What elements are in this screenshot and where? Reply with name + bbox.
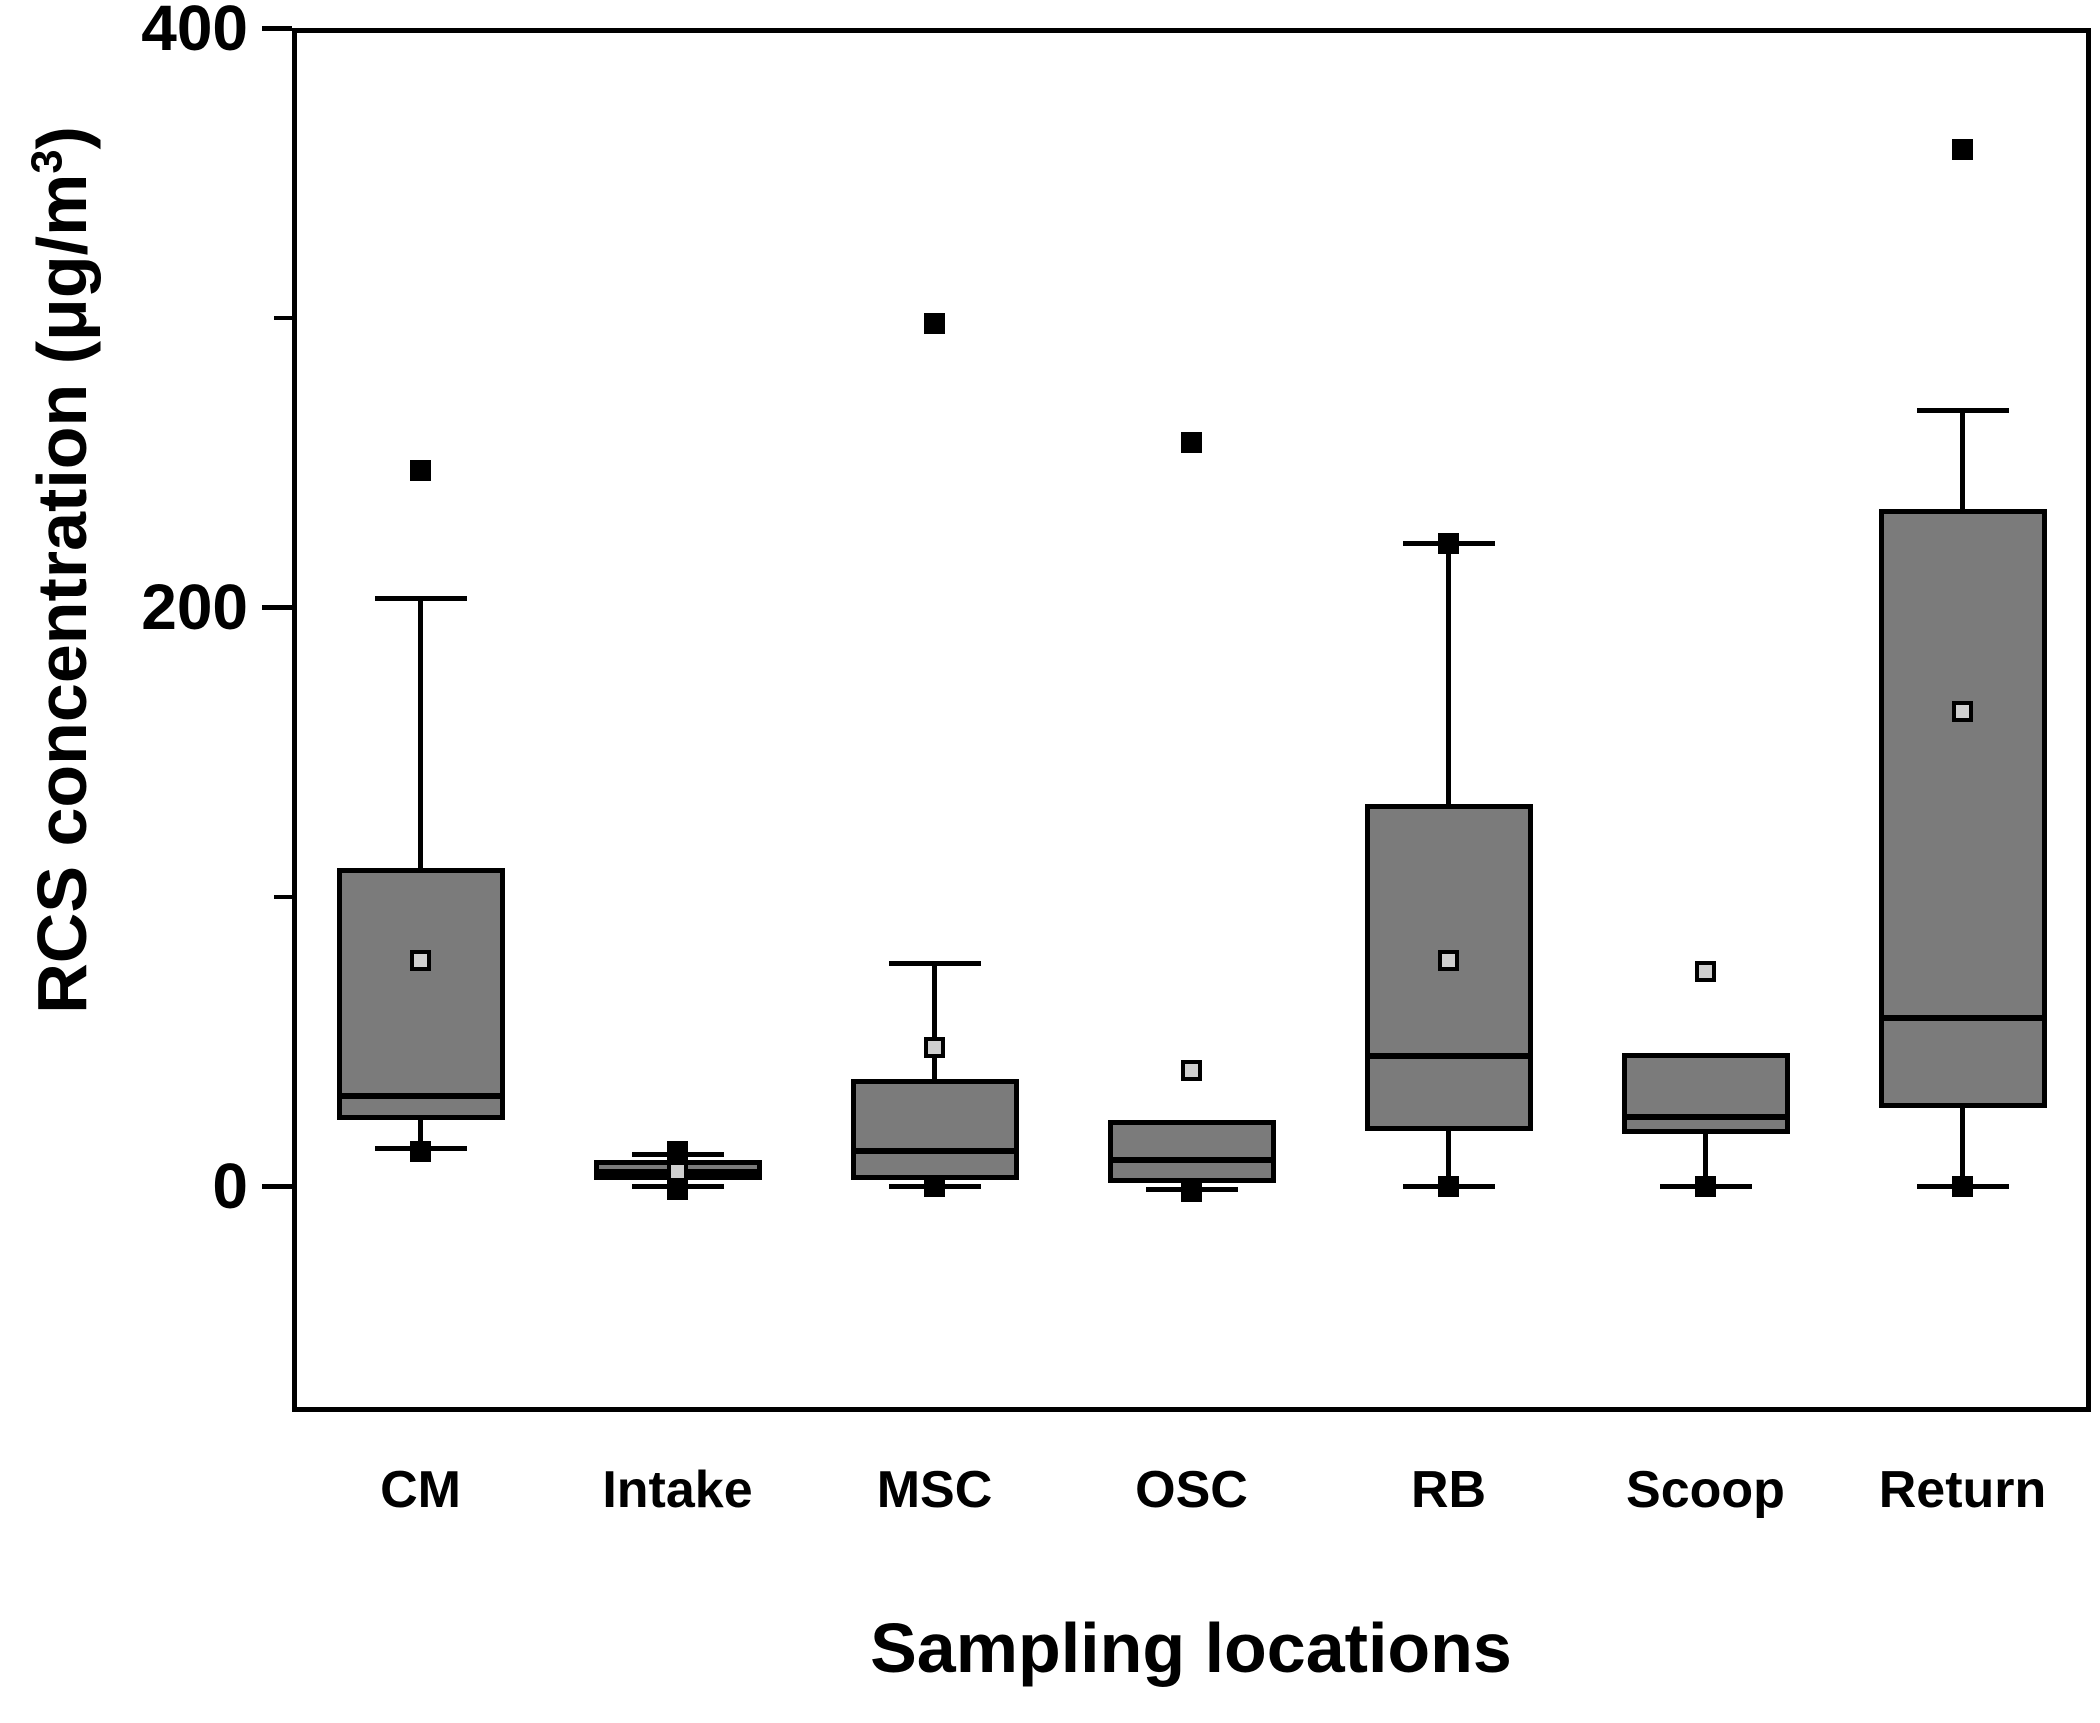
box-body-RB [1364, 803, 1533, 1132]
y-axis-major-tick-0 [262, 1183, 292, 1189]
mean-marker-Return [1952, 700, 1973, 722]
whisker-high-line-Return [1960, 410, 1965, 509]
mean-marker-MSC [924, 1036, 945, 1058]
box-body-CM [336, 867, 505, 1120]
whisker-low-line-RB [1446, 1131, 1451, 1187]
mean-marker-Scoop [1695, 961, 1716, 983]
plot-area [292, 28, 2091, 1412]
median-line-RB [1368, 1052, 1529, 1059]
y-axis-tick-label-400: 400 [141, 0, 248, 64]
whisker-high-line-CM [418, 598, 423, 868]
box-body-MSC [850, 1079, 1019, 1181]
whisker-low-line-Scoop [1703, 1134, 1708, 1187]
y-axis-tick-label-200: 200 [141, 571, 248, 644]
y-axis-tick-label-0: 0 [212, 1150, 248, 1223]
whisker-low-line-Return [1960, 1107, 1965, 1187]
mean-marker-OSC [1181, 1059, 1202, 1081]
x-axis-title: Sampling locations [870, 1609, 1512, 1687]
point-marker-CM-1 [410, 1140, 431, 1162]
whisker-high-line-MSC [932, 963, 937, 1080]
box-body-Scoop [1621, 1052, 1790, 1135]
whisker-high-line-RB [1446, 543, 1451, 804]
x-category-label-Intake: Intake [602, 1461, 753, 1519]
mean-marker-Intake [667, 1161, 688, 1183]
whisker-high-cap-Return [1916, 407, 2009, 413]
x-category-label-RB: RB [1410, 1461, 1487, 1519]
point-marker-Return-1 [1952, 1175, 1973, 1197]
point-marker-CM-0 [410, 460, 431, 482]
whisker-high-cap-MSC [888, 960, 981, 966]
box-body-OSC [1107, 1119, 1276, 1184]
y-axis-minor-tick-100 [274, 894, 292, 899]
x-category-label-Scoop: Scoop [1626, 1461, 1785, 1519]
whisker-low-line-CM [418, 1119, 423, 1149]
median-line-MSC [854, 1148, 1015, 1155]
x-category-label-MSC: MSC [876, 1461, 993, 1519]
point-marker-MSC-1 [924, 1175, 945, 1197]
point-marker-Intake-0 [667, 1140, 688, 1162]
median-line-Return [1882, 1015, 2043, 1022]
point-marker-Scoop-0 [1695, 1175, 1716, 1197]
y-axis-minor-tick-300 [274, 315, 292, 320]
median-line-OSC [1111, 1157, 1272, 1164]
point-marker-OSC-0 [1181, 431, 1202, 453]
x-category-label-Return: Return [1878, 1461, 2047, 1519]
point-marker-RB-0 [1438, 532, 1459, 554]
mean-marker-CM [410, 949, 431, 971]
y-axis-major-tick-200 [262, 604, 292, 610]
x-category-label-OSC: OSC [1135, 1461, 1248, 1519]
point-marker-RB-1 [1438, 1175, 1459, 1197]
point-marker-OSC-1 [1181, 1181, 1202, 1203]
y-axis-title-superscript: 3 [23, 149, 72, 174]
y-axis-major-tick-400 [262, 25, 292, 31]
x-category-label-CM: CM [380, 1461, 461, 1519]
median-line-CM [340, 1093, 501, 1100]
y-axis-title-close-paren: ) [23, 126, 101, 150]
box-body-Return [1878, 508, 2047, 1108]
mean-marker-RB [1438, 949, 1459, 971]
point-marker-Return-0 [1952, 139, 1973, 161]
point-marker-Intake-1 [667, 1178, 688, 1200]
whisker-high-cap-CM [374, 595, 467, 601]
y-axis-title: RCS concentration (μg/m3) [22, 126, 102, 1014]
median-line-Scoop [1625, 1113, 1786, 1120]
point-marker-MSC-0 [924, 312, 945, 334]
